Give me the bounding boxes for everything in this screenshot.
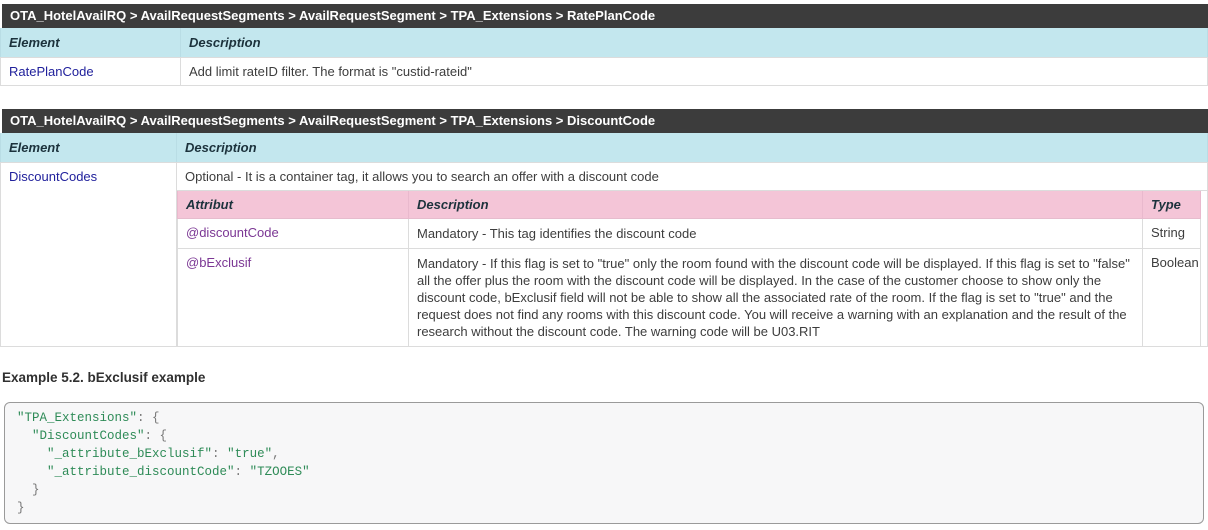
breadcrumb-discountcode: OTA_HotelAvailRQ > AvailRequestSegments …	[2, 109, 1208, 133]
example-title: Example 5.2. bExclusif example	[2, 370, 206, 385]
table-header-row: Element Description	[0, 28, 1208, 58]
column-header-attribut: Attribut	[177, 191, 409, 219]
discountcode-attr-link[interactable]: @discountCode	[186, 225, 279, 240]
breadcrumb-rateplancode: OTA_HotelAvailRQ > AvailRequestSegments …	[2, 4, 1208, 28]
table-header-row: Element Description	[0, 133, 1208, 163]
bexclusif-attr-link[interactable]: @bExclusif	[186, 255, 252, 270]
element-cell: DiscountCodes	[0, 162, 177, 347]
rateplancode-section: OTA_HotelAvailRQ > AvailRequestSegments …	[0, 4, 1208, 86]
attribut-cell: @bExclusif	[177, 248, 409, 346]
code-content: "TPA_Extensions": { "DiscountCodes": { "…	[17, 411, 310, 515]
discountcodes-description: Optional - It is a container tag, it all…	[177, 163, 1207, 191]
discountcode-section: OTA_HotelAvailRQ > AvailRequestSegments …	[0, 109, 1208, 347]
column-header-description: Description	[408, 191, 1143, 219]
attribute-description-cell: Mandatory - This tag identifies the disc…	[408, 218, 1143, 249]
rateplancode-table: Element Description RatePlanCode Add lim…	[0, 28, 1208, 86]
attribute-row: @discountCode Mandatory - This tag ident…	[177, 218, 1201, 249]
discountcodes-link[interactable]: DiscountCodes	[9, 169, 98, 184]
attribute-row: @bExclusif Mandatory - If this flag is s…	[177, 248, 1201, 346]
description-cell: Add limit rateID filter. The format is "…	[180, 57, 1208, 86]
table-row: RatePlanCode Add limit rateID filter. Th…	[0, 57, 1208, 86]
discountcode-table: Element Description DiscountCodes Option…	[0, 133, 1208, 347]
attribute-type-cell: Boolean	[1142, 248, 1201, 346]
attribute-type-cell: String	[1142, 218, 1201, 249]
element-cell: RatePlanCode	[0, 57, 181, 86]
attribute-description-cell: Mandatory - If this flag is set to "true…	[408, 248, 1143, 346]
code-block: "TPA_Extensions": { "DiscountCodes": { "…	[4, 402, 1204, 524]
column-header-element: Element	[0, 28, 181, 58]
attributes-header-row: Attribut Description Type	[177, 191, 1201, 219]
attribut-cell: @discountCode	[177, 218, 409, 249]
table-row: DiscountCodes Optional - It is a contain…	[0, 162, 1208, 347]
attributes-table: Attribut Description Type @discountCode …	[177, 191, 1201, 346]
column-header-description: Description	[180, 28, 1208, 58]
column-header-element: Element	[0, 133, 177, 163]
column-header-type: Type	[1142, 191, 1201, 219]
rateplancode-link[interactable]: RatePlanCode	[9, 64, 94, 79]
column-header-description: Description	[176, 133, 1208, 163]
description-cell: Optional - It is a container tag, it all…	[176, 162, 1208, 347]
